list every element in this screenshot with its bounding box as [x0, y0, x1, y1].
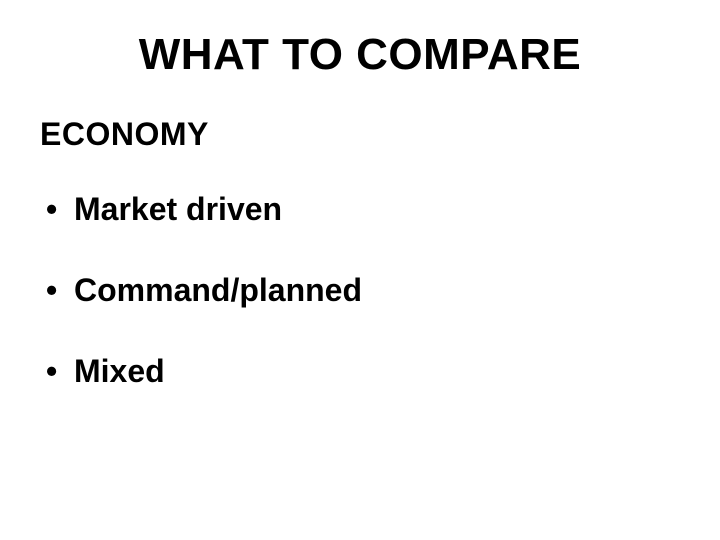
slide-subtitle: ECONOMY — [40, 116, 680, 153]
bullet-list: Market driven Command/planned Mixed — [40, 191, 680, 390]
slide-container: WHAT TO COMPARE ECONOMY Market driven Co… — [0, 0, 720, 540]
bullet-item: Command/planned — [40, 272, 680, 309]
bullet-item: Mixed — [40, 353, 680, 390]
bullet-item: Market driven — [40, 191, 680, 228]
slide-title: WHAT TO COMPARE — [40, 30, 680, 80]
